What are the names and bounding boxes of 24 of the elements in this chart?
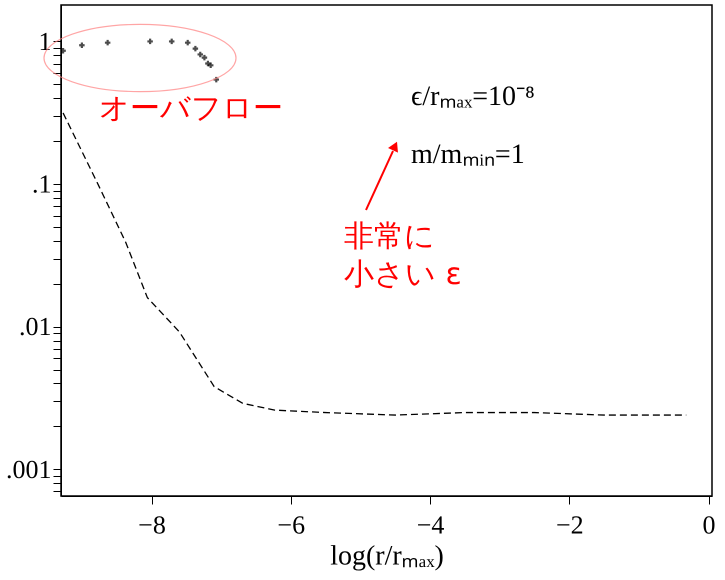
annotation: ϵ/rₘₐₓ=10⁻⁸ xyxy=(411,81,535,112)
annotation: m/mₘᵢₙ=1 xyxy=(411,139,525,170)
y-tick-label: .01 xyxy=(19,312,52,342)
point xyxy=(208,62,214,68)
point xyxy=(192,46,198,52)
x-tick-label: −2 xyxy=(556,510,584,540)
x-tick-label: −4 xyxy=(416,510,444,540)
x-tick-label: −8 xyxy=(138,510,166,540)
point xyxy=(104,40,110,46)
point xyxy=(79,42,85,48)
point xyxy=(147,38,153,44)
x-tick-label: −6 xyxy=(277,510,306,540)
point xyxy=(198,52,203,58)
y-tick-label: .1 xyxy=(32,170,52,199)
point xyxy=(168,38,174,44)
annotation: 非常に xyxy=(344,219,435,254)
point xyxy=(202,54,208,60)
y-tick-label: .001 xyxy=(6,454,52,484)
y-tick-label: 1 xyxy=(38,26,52,56)
annotation: オーバフロー xyxy=(99,91,283,126)
x-axis-title: log(r/rₘₐₓ) xyxy=(330,540,444,572)
point xyxy=(184,40,190,46)
x-tick-label: 0 xyxy=(702,510,716,540)
annotation: 小さい ε xyxy=(344,257,462,292)
